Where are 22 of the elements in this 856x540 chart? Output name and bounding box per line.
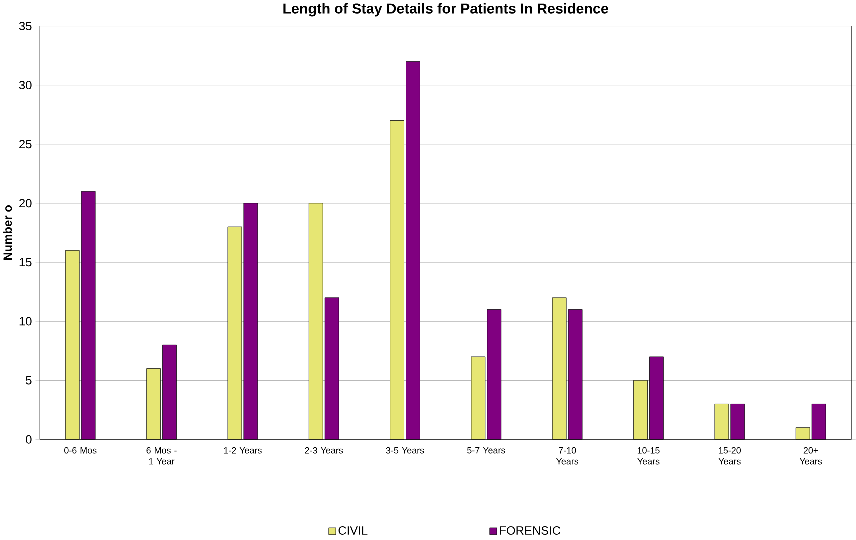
y-tick-label: 5: [26, 376, 32, 385]
chart-title: Length of Stay Details for Patients In Residence: [284, 3, 608, 17]
x-tick-label: 2-3 Years: [305, 447, 344, 454]
x-tick-label: 10-15 Years: [638, 447, 660, 465]
y-tick-label: 25: [20, 140, 32, 148]
x-tick-label: 20+ Years: [800, 447, 822, 465]
x-tick-label: 6 Mos - 1 Year: [146, 447, 177, 465]
y-tick-label: 30: [19, 80, 32, 90]
y-tick-label: 35: [19, 22, 32, 30]
y-tick-label: 0: [26, 435, 32, 444]
x-tick-label: 5-7 Years: [468, 447, 506, 454]
y-tick-label: 10: [20, 317, 32, 326]
x-tick-label: 1-2 Years: [224, 447, 262, 454]
x-tick-label: 0-6 Mos: [64, 447, 97, 454]
y-tick-label: 15: [20, 258, 32, 266]
x-tick-label: 15-20 Years: [718, 447, 742, 465]
y-axis-title: Number o: [3, 205, 12, 260]
legend-label: CIVIL: [338, 526, 368, 535]
legend-label: FORENSIC: [500, 526, 561, 535]
x-tick-label: 3-5 Years: [386, 447, 424, 454]
x-tick-label: 7-10 Years: [556, 447, 579, 465]
y-tick-label: 20: [20, 199, 32, 208]
